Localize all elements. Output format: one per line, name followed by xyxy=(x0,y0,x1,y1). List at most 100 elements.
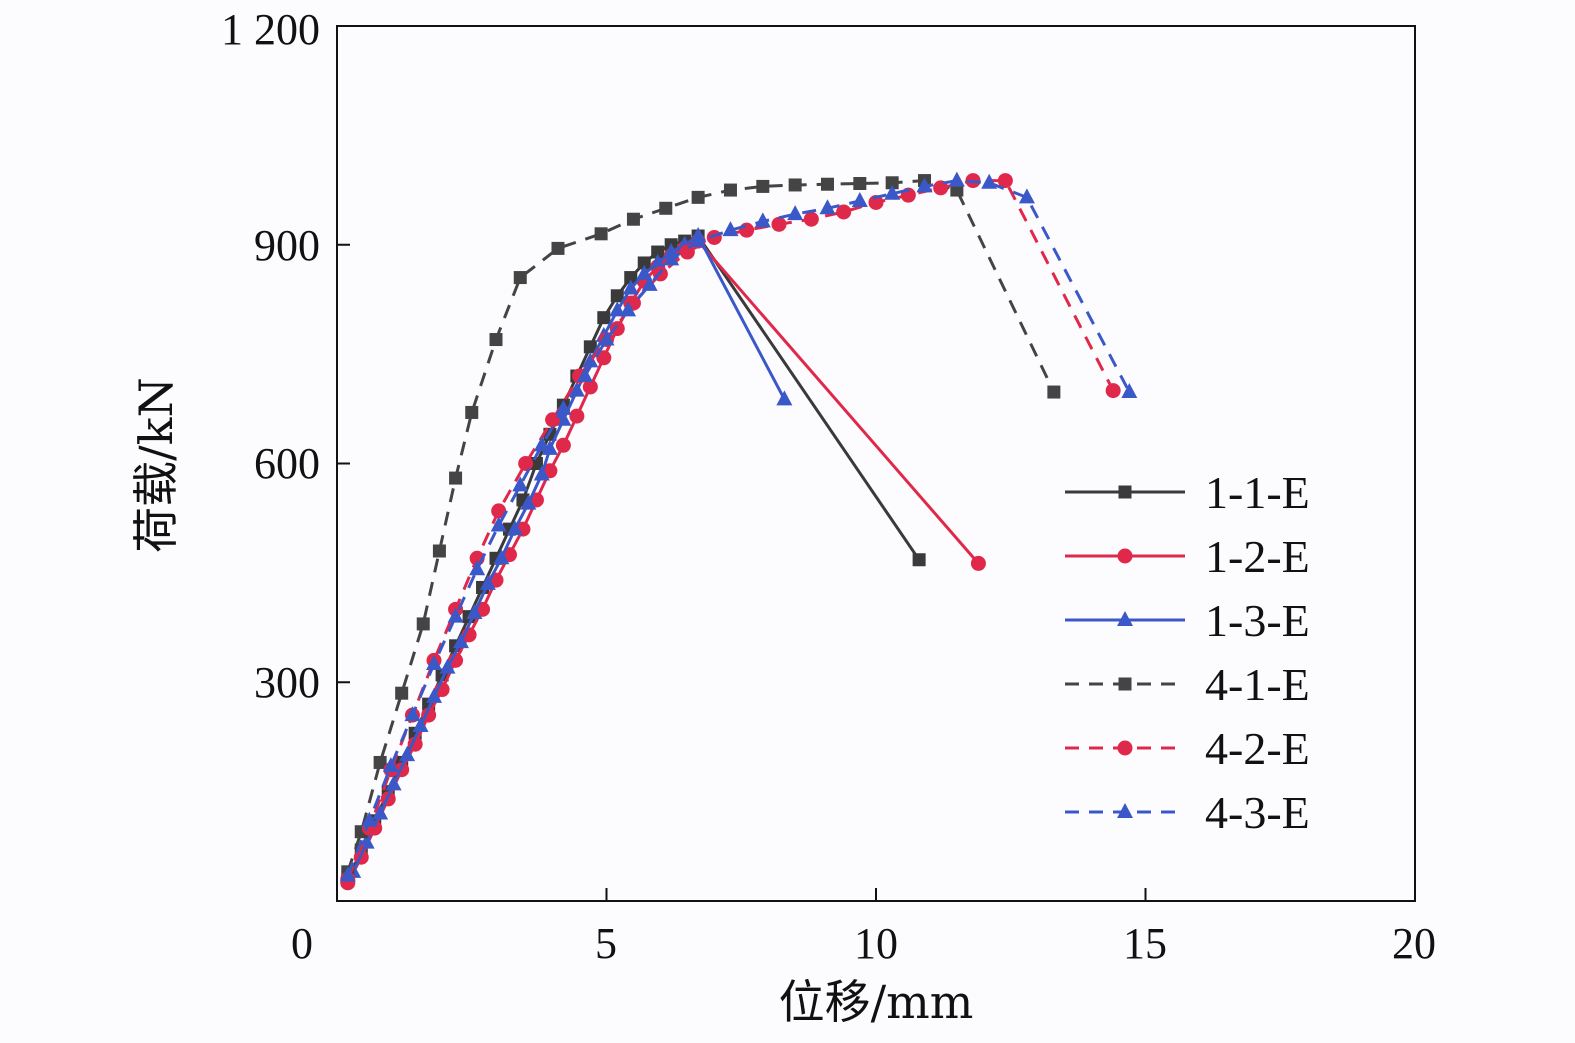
data-point xyxy=(373,755,387,769)
data-point xyxy=(706,229,722,245)
data-point xyxy=(555,437,571,453)
legend-marker xyxy=(1118,485,1132,499)
series-1-1-E xyxy=(341,229,926,888)
data-point xyxy=(948,171,965,187)
data-point xyxy=(641,275,658,291)
data-point xyxy=(626,212,640,226)
series-4-1-E xyxy=(341,174,1061,879)
data-point xyxy=(981,173,998,189)
data-point xyxy=(465,405,479,419)
data-point xyxy=(597,311,611,325)
data-point xyxy=(771,216,787,232)
data-point xyxy=(636,264,653,280)
data-point xyxy=(723,183,737,197)
series-line xyxy=(346,239,980,884)
legend-marker xyxy=(1117,548,1133,564)
data-point xyxy=(820,177,834,191)
data-point xyxy=(1018,188,1035,204)
data-point xyxy=(609,301,626,317)
legend-marker xyxy=(1117,740,1133,756)
data-point xyxy=(663,250,680,266)
data-point xyxy=(416,617,430,631)
data-point xyxy=(385,775,402,791)
legend-label: 1-2-E xyxy=(1205,531,1310,582)
data-point xyxy=(803,211,819,227)
data-point xyxy=(520,494,537,510)
data-point xyxy=(1121,383,1138,399)
data-point xyxy=(493,549,510,565)
data-point xyxy=(439,658,456,674)
series-4-3-E xyxy=(339,171,1138,882)
legend-marker xyxy=(1117,611,1133,626)
x-tick-label: 20 xyxy=(1392,919,1436,968)
series-line xyxy=(346,234,921,882)
data-point xyxy=(513,271,527,285)
data-point xyxy=(997,173,1013,189)
legend-label: 4-1-E xyxy=(1205,659,1310,710)
data-point xyxy=(372,804,389,820)
data-point xyxy=(596,350,612,366)
data-point xyxy=(950,183,964,197)
data-point xyxy=(426,687,443,703)
data-point xyxy=(545,412,561,428)
data-point xyxy=(912,553,926,567)
legend-samples xyxy=(1065,485,1185,818)
legend-marker xyxy=(1117,803,1133,818)
data-point xyxy=(788,178,802,192)
data-point xyxy=(449,471,463,485)
data-point xyxy=(836,204,852,220)
data-point xyxy=(426,655,443,671)
data-point xyxy=(622,279,639,295)
y-axis-title: 荷载/kN xyxy=(129,377,183,553)
data-point xyxy=(853,177,867,190)
data-point xyxy=(576,367,593,382)
data-point xyxy=(339,866,356,882)
data-point xyxy=(447,607,464,623)
x-tick-label: 15 xyxy=(1123,919,1167,968)
data-point xyxy=(722,221,739,237)
y-tick-label: 900 xyxy=(254,221,320,270)
data-point xyxy=(491,503,507,519)
data-point xyxy=(594,227,608,241)
data-point xyxy=(533,465,550,481)
data-point xyxy=(466,603,483,619)
legend-label: 4-2-E xyxy=(1205,723,1310,774)
data-point xyxy=(787,205,804,221)
data-point xyxy=(518,456,534,471)
y-axis: 300 600 900 1 200 xyxy=(221,5,350,707)
data-point xyxy=(756,179,770,193)
data-point xyxy=(506,520,523,536)
data-point xyxy=(620,301,637,317)
data-point xyxy=(452,633,469,649)
legend: 1-1-E 1-2-E 1-3-E 4-1-E 4-2-E 4-3-E xyxy=(1065,467,1310,838)
data-point xyxy=(651,245,665,259)
data-point xyxy=(885,176,899,190)
data-point xyxy=(884,184,901,200)
data-point xyxy=(490,516,507,532)
x-tick-label: 5 xyxy=(595,919,617,968)
data-point xyxy=(679,244,695,260)
data-point xyxy=(582,352,599,368)
data-point xyxy=(1105,383,1121,399)
data-point xyxy=(970,555,986,571)
data-point xyxy=(361,811,378,827)
legend-label: 1-1-E xyxy=(1205,467,1310,518)
data-point xyxy=(1047,385,1061,399)
data-point xyxy=(610,289,624,303)
data-point xyxy=(659,201,673,215)
data-point xyxy=(649,253,666,269)
data-point xyxy=(691,190,705,204)
legend-marker xyxy=(1118,677,1132,691)
data-point xyxy=(582,379,598,395)
series-1-3-E xyxy=(345,227,793,878)
data-point xyxy=(404,706,421,722)
data-point xyxy=(624,271,638,285)
data-point xyxy=(489,333,503,347)
y-tick-label: 1 200 xyxy=(221,5,320,54)
data-point xyxy=(382,757,399,773)
data-point xyxy=(819,199,836,215)
data-point xyxy=(598,330,615,346)
data-point xyxy=(739,222,755,238)
data-point xyxy=(690,232,707,248)
